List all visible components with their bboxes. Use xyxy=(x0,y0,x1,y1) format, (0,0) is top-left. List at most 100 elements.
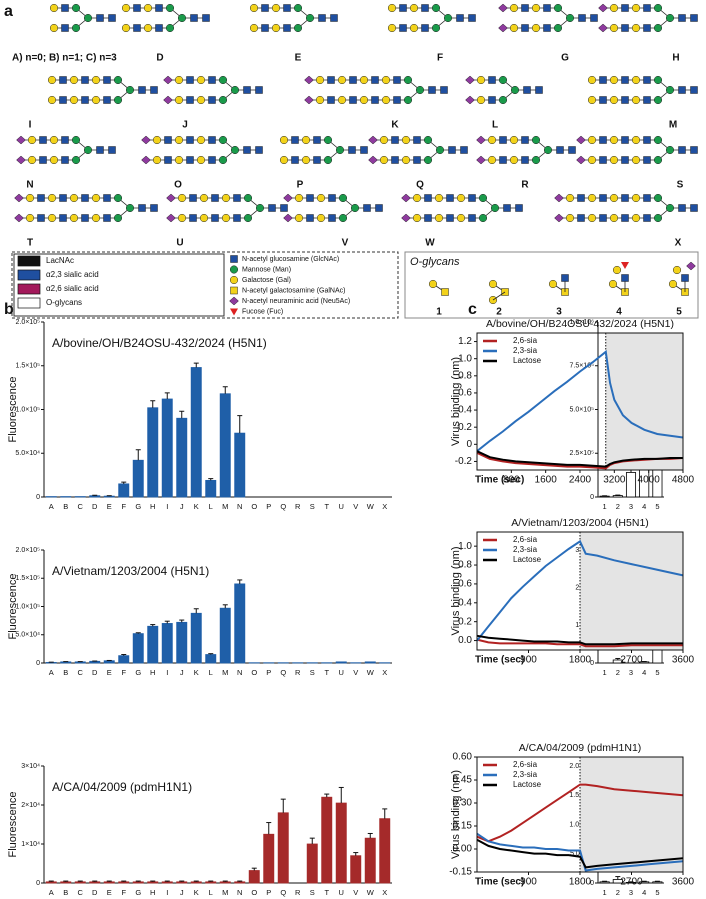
glycan-circle xyxy=(631,135,641,145)
x-tick-label: 4 xyxy=(642,502,646,511)
glycan-circle xyxy=(476,75,486,85)
x-tick-label: 4 xyxy=(642,888,646,897)
glycan-square xyxy=(599,136,607,144)
glycan-circle xyxy=(229,265,239,274)
glycan-square xyxy=(155,24,163,32)
y-tick-label: -0.15 xyxy=(449,867,472,878)
glycan-square xyxy=(690,146,698,154)
x-tick-label: D xyxy=(92,888,98,897)
glycan-label: M xyxy=(669,120,677,131)
glycan-square xyxy=(621,76,629,84)
x-tick-label: 1 xyxy=(603,668,607,677)
glycan-square xyxy=(39,156,47,164)
x-tick-label: M xyxy=(222,668,228,677)
x-tick-label: Q xyxy=(280,668,286,677)
y-tick-label: 2.5×10⁵ xyxy=(569,450,594,457)
x-tick-label: 3600 xyxy=(672,877,695,888)
glycan-circle xyxy=(230,145,240,155)
x-tick-label: A xyxy=(49,502,54,511)
glycan-square xyxy=(621,4,629,12)
glycan-square xyxy=(391,136,399,144)
y-tick-label: 0.60 xyxy=(453,752,473,763)
y-tick-label: 0 xyxy=(590,494,594,501)
x-tick-label: J xyxy=(180,502,184,511)
glycan-square xyxy=(103,96,111,104)
glycan-diamond xyxy=(304,95,314,105)
glycan-square xyxy=(360,146,368,154)
glycan-bond xyxy=(492,291,506,301)
glycan-circle xyxy=(531,23,541,33)
bar xyxy=(364,661,376,664)
legend-label: 2,6-sia xyxy=(513,336,538,345)
y-tick-label: 2.0×10⁵ xyxy=(15,319,40,326)
glycan-circle xyxy=(335,145,345,155)
glycan-square xyxy=(255,146,263,154)
x-tick-label: S xyxy=(310,888,315,897)
glycan-triangle xyxy=(230,308,238,316)
x-tick-label: U xyxy=(339,668,344,677)
glycan-diamond xyxy=(166,213,176,223)
glycan-square xyxy=(261,24,269,32)
x-axis-label: Time (sec) xyxy=(475,475,524,486)
bar xyxy=(219,881,231,884)
x-tick-label: G xyxy=(135,888,141,897)
glycan-square xyxy=(543,24,551,32)
glycan-square xyxy=(460,146,468,154)
glycan-circle xyxy=(177,193,187,203)
x-tick-label: T xyxy=(324,888,329,897)
x-tick-label: 3 xyxy=(629,502,633,511)
x-tick-label: B xyxy=(63,668,68,677)
glycan-diamond xyxy=(16,135,26,145)
glycan-square xyxy=(233,194,241,202)
bar xyxy=(89,660,101,664)
glycan-circle xyxy=(609,23,619,33)
x-tick-label: I xyxy=(166,668,168,677)
panel-label: a xyxy=(4,3,13,20)
glycan-square xyxy=(211,194,219,202)
glycan-square xyxy=(313,156,321,164)
x-tick-label: Q xyxy=(280,888,286,897)
glycan-diamond xyxy=(368,135,378,145)
glycan-diamond xyxy=(368,155,378,165)
legend-label: Mannose (Man) xyxy=(242,266,291,273)
series-line xyxy=(476,838,684,869)
x-tick-label: M xyxy=(222,502,228,511)
glycan-label: I xyxy=(29,120,32,131)
x-tick-label: J xyxy=(180,668,184,677)
glycan-label: J xyxy=(182,120,188,131)
x-tick-label: O xyxy=(251,668,257,677)
glycan-square xyxy=(643,156,651,164)
glycan-circle xyxy=(316,193,326,203)
bar xyxy=(176,417,188,498)
glycan-square xyxy=(488,96,496,104)
glycan-square xyxy=(328,194,336,202)
glycan-square xyxy=(681,274,689,282)
chart-title: A/Vietnam/1203/2004 (H5N1) xyxy=(511,517,649,529)
glycan-circle xyxy=(305,13,315,23)
y-tick-label: 5.0×10⁴ xyxy=(15,632,40,639)
x-tick-label: 4000 xyxy=(638,475,661,486)
glycan-circle xyxy=(665,13,675,23)
glycan-diamond xyxy=(598,3,608,13)
glycan-circle xyxy=(403,95,413,105)
o-glycan-box xyxy=(404,251,699,319)
y-tick-label: 0 xyxy=(36,660,40,667)
glycan-circle xyxy=(612,265,622,275)
glycan-circle xyxy=(476,95,486,105)
glycan-circle xyxy=(609,135,619,145)
glycan-square xyxy=(643,96,651,104)
glycan-square xyxy=(393,76,401,84)
glycan-circle xyxy=(113,213,123,223)
glycan-diamond xyxy=(141,155,151,165)
x-tick-label: P xyxy=(266,668,271,677)
glycan-circle xyxy=(565,193,575,203)
glycan-square xyxy=(103,214,111,222)
glycan-circle xyxy=(143,23,153,33)
chart-title: A/Vietnam/1203/2004 (H5N1) xyxy=(52,564,209,578)
bar xyxy=(612,495,623,498)
x-tick-label: A xyxy=(49,888,54,897)
bar xyxy=(234,583,246,664)
bar xyxy=(234,432,246,498)
x-tick-label: H xyxy=(150,668,155,677)
glycan-circle xyxy=(379,135,389,145)
